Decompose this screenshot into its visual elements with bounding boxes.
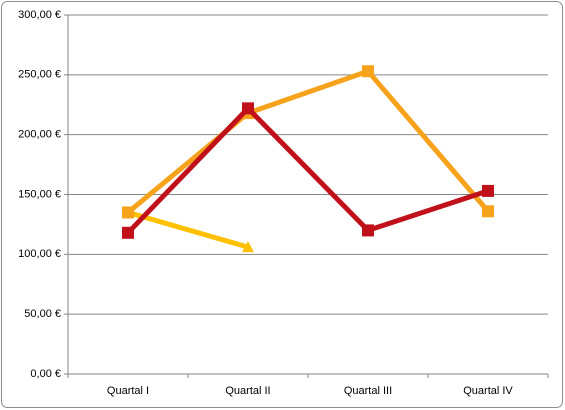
series-line [126,105,489,235]
y-tick-label: 300,00 € [18,9,61,21]
y-tick-label: 50,00 € [24,308,61,320]
marker [482,184,494,197]
marker [362,65,374,78]
marker [482,205,494,218]
x-tick-label: Quartal II [225,385,270,397]
y-tick-label: 0,00 € [30,368,61,380]
marker [122,226,134,239]
marker [122,206,134,219]
y-tick-label: 100,00 € [18,248,61,260]
y-tick-label: 150,00 € [18,188,61,200]
marker [362,224,374,237]
marker [242,102,254,115]
x-tick-label: Quartal I [107,385,149,397]
x-tick-label: Quartal III [344,385,392,397]
series-line [126,68,490,215]
x-tick-label: Quartal IV [463,385,513,397]
marker [242,241,254,253]
series-line [127,210,249,250]
y-tick-label: 200,00 € [18,129,61,141]
y-tick-label: 250,00 € [18,69,61,81]
